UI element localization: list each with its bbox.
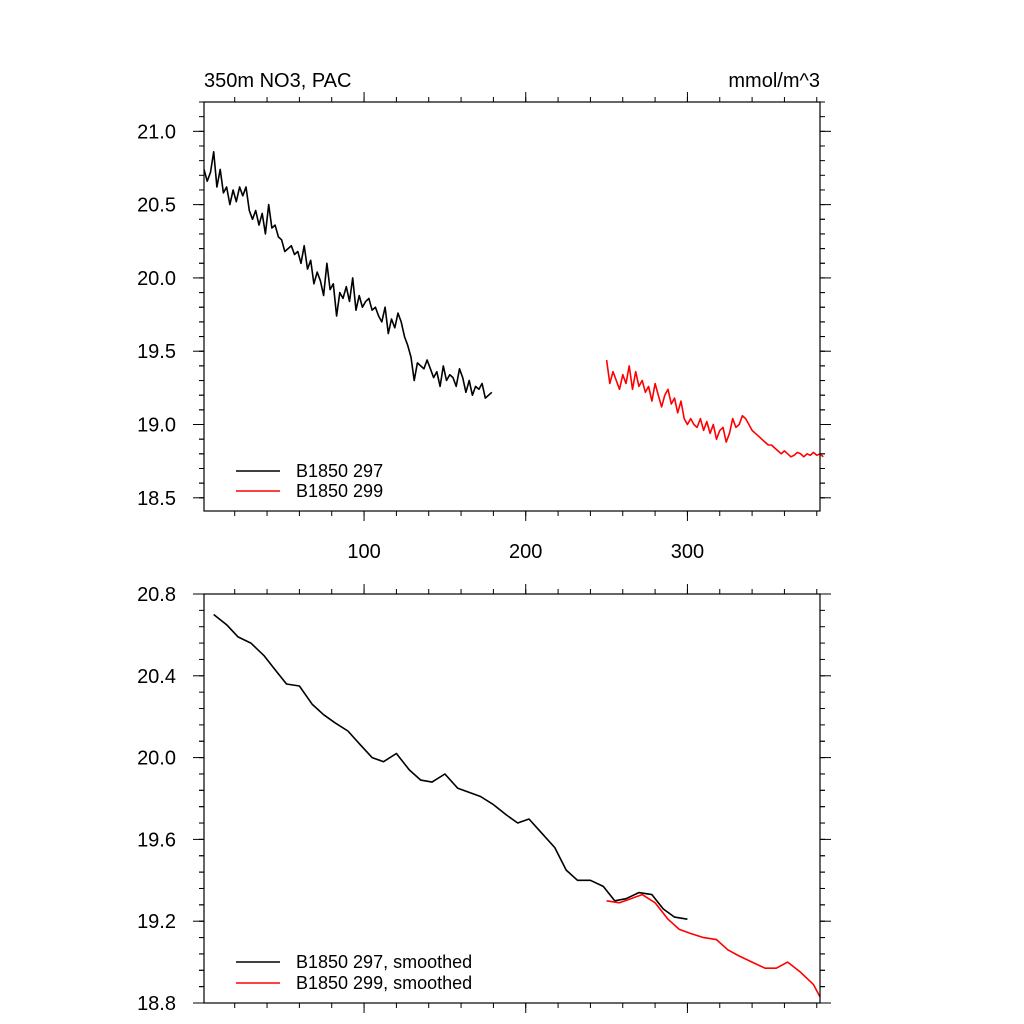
bottom-y-tick-label: 18.8 <box>137 993 176 1015</box>
bottom-axes: 18.8 19.2 19.6 20.0 20.4 20.8 <box>137 584 831 1015</box>
top-title-left: 350m NO3, PAC <box>204 70 351 92</box>
top-y-tick-label: 19.0 <box>137 415 176 437</box>
top-series <box>203 151 824 458</box>
top-legend-label-299: B1850 299 <box>296 481 383 501</box>
top-series-line-297 <box>203 151 493 399</box>
top-x-tick-label: 100 <box>347 541 380 563</box>
top-axes: 100 200 300 18.5 19.0 19.5 20.0 20.5 21.0 <box>137 92 831 563</box>
bottom-series <box>213 613 821 998</box>
bottom-y-tick-label: 20.8 <box>137 584 176 606</box>
top-y-tick-label: 20.0 <box>137 268 176 290</box>
bottom-y-tick-label: 20.4 <box>137 666 176 688</box>
bottom-plot-frame <box>203 593 821 1004</box>
top-legend-label-297: B1850 297 <box>296 461 383 481</box>
top-y-tick-label: 20.5 <box>137 195 176 217</box>
top-plot-frame <box>203 101 821 512</box>
bottom-legend-label-299: B1850 299, smoothed <box>296 973 472 993</box>
bottom-legend-label-297: B1850 297, smoothed <box>296 952 472 972</box>
bottom-series-line-297 <box>213 613 688 920</box>
bottom-panel: 18.8 19.2 19.6 20.0 20.4 20.8 B1850 297, smoo… <box>137 584 831 1015</box>
bottom-y-tick-label: 20.0 <box>137 748 176 770</box>
top-y-tick-label: 19.5 <box>137 341 176 363</box>
top-x-tick-label: 200 <box>509 541 542 563</box>
top-y-tick-label: 21.0 <box>137 121 176 143</box>
top-panel: 350m NO3, PAC mmol/m^3 100 200 300 18.5 19.0… <box>137 70 831 563</box>
top-x-tick-label: 300 <box>671 541 704 563</box>
top-series-line-299 <box>605 359 824 458</box>
bottom-y-tick-label: 19.2 <box>137 911 176 933</box>
bottom-legend: B1850 297, smoothed B1850 299, smoothed <box>236 952 472 993</box>
top-legend: B1850 297 B1850 299 <box>236 461 383 501</box>
top-title-units: mmol/m^3 <box>728 70 820 92</box>
bottom-series-line-299 <box>606 893 821 998</box>
top-y-tick-label: 18.5 <box>137 488 176 510</box>
bottom-y-tick-label: 19.6 <box>137 829 176 851</box>
